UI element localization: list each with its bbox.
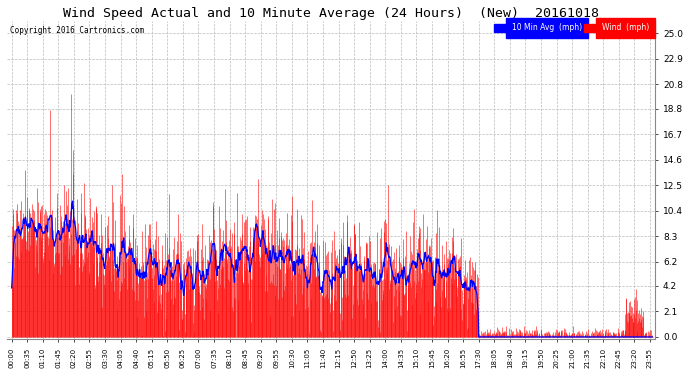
Title: Wind Speed Actual and 10 Minute Average (24 Hours)  (New)  20161018: Wind Speed Actual and 10 Minute Average … xyxy=(63,7,599,20)
Text: Copyright 2016 Cartronics.com: Copyright 2016 Cartronics.com xyxy=(10,26,144,35)
Legend: 10 Min Avg  (mph), Wind  (mph): 10 Min Avg (mph), Wind (mph) xyxy=(493,22,651,34)
